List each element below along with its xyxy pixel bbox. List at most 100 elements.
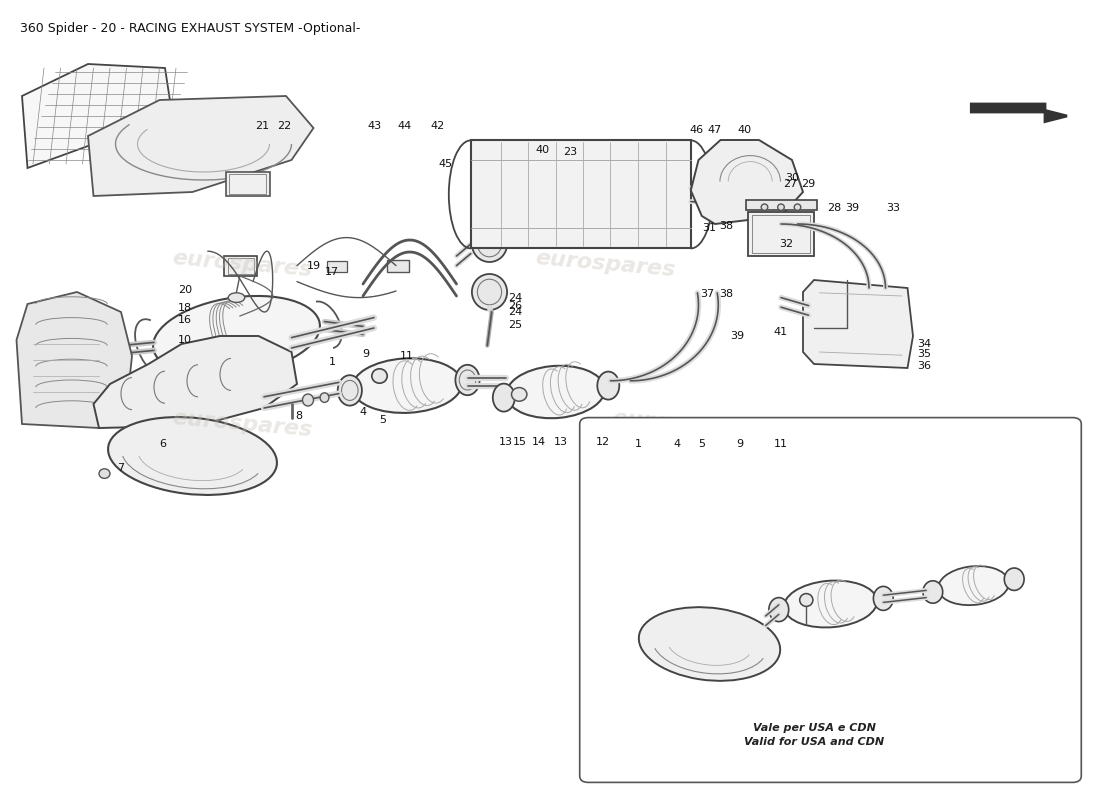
Text: eurospares: eurospares <box>170 248 314 280</box>
Text: 19: 19 <box>307 261 320 270</box>
Text: 24: 24 <box>508 293 521 302</box>
Ellipse shape <box>229 293 244 302</box>
Text: 45: 45 <box>439 159 452 169</box>
Text: 7: 7 <box>118 463 124 473</box>
Text: 40: 40 <box>738 125 751 134</box>
Text: 39: 39 <box>846 203 859 213</box>
Text: 40: 40 <box>536 146 549 155</box>
Ellipse shape <box>761 204 768 210</box>
Text: 5: 5 <box>698 439 705 449</box>
Bar <box>228 258 254 274</box>
Text: 37: 37 <box>701 290 714 299</box>
Polygon shape <box>94 336 297 428</box>
Text: 15: 15 <box>514 437 527 446</box>
Text: 360 Spider - 20 - RACING EXHAUST SYSTEM -Optional-: 360 Spider - 20 - RACING EXHAUST SYSTEM … <box>20 22 360 35</box>
Text: 22: 22 <box>277 122 290 131</box>
Bar <box>746 200 817 210</box>
Text: eurospares: eurospares <box>534 248 676 280</box>
Ellipse shape <box>873 586 893 610</box>
Ellipse shape <box>794 204 801 210</box>
Text: eurospares: eurospares <box>170 408 314 440</box>
Ellipse shape <box>320 393 329 402</box>
Ellipse shape <box>769 598 789 622</box>
Text: 47: 47 <box>708 125 722 134</box>
Ellipse shape <box>338 375 362 406</box>
Bar <box>226 172 270 196</box>
Text: 27: 27 <box>783 179 796 189</box>
Text: 20: 20 <box>178 286 191 295</box>
Polygon shape <box>803 280 913 368</box>
Ellipse shape <box>493 384 515 411</box>
Ellipse shape <box>153 296 320 376</box>
Text: eurospares: eurospares <box>610 408 754 440</box>
Text: 12: 12 <box>596 437 609 446</box>
Text: 23: 23 <box>563 147 576 157</box>
Text: 38: 38 <box>719 290 733 299</box>
Text: 35: 35 <box>917 350 931 359</box>
Text: 21: 21 <box>255 122 268 131</box>
Text: 4: 4 <box>360 407 366 417</box>
Text: 8: 8 <box>296 411 303 421</box>
Text: 18: 18 <box>178 303 191 313</box>
Text: 46: 46 <box>690 125 703 134</box>
Text: 32: 32 <box>780 239 793 249</box>
Text: 31: 31 <box>703 223 716 233</box>
Text: 30: 30 <box>785 173 799 182</box>
Polygon shape <box>88 96 313 196</box>
Ellipse shape <box>778 204 784 210</box>
Text: 4: 4 <box>673 439 680 449</box>
Text: 14: 14 <box>532 437 546 446</box>
Text: 9: 9 <box>363 349 370 358</box>
Ellipse shape <box>512 387 527 402</box>
Ellipse shape <box>302 394 313 406</box>
Text: 28: 28 <box>827 203 840 213</box>
Ellipse shape <box>800 594 813 606</box>
Text: 38: 38 <box>719 221 733 230</box>
Text: 26: 26 <box>508 301 521 310</box>
Bar <box>471 140 691 248</box>
Ellipse shape <box>108 417 277 495</box>
Ellipse shape <box>639 607 780 681</box>
Text: Vale per USA e CDN: Vale per USA e CDN <box>752 723 876 733</box>
Bar <box>748 212 814 256</box>
Text: 43: 43 <box>367 122 381 131</box>
Text: 11: 11 <box>400 351 414 361</box>
Ellipse shape <box>352 358 462 413</box>
Text: 34: 34 <box>917 339 931 349</box>
Text: 39: 39 <box>730 331 744 341</box>
Ellipse shape <box>784 581 877 627</box>
Ellipse shape <box>372 369 387 383</box>
Ellipse shape <box>99 469 110 478</box>
Text: 11: 11 <box>774 439 788 449</box>
Text: 44: 44 <box>398 122 411 131</box>
Ellipse shape <box>506 366 605 418</box>
Ellipse shape <box>923 581 943 603</box>
Ellipse shape <box>597 371 619 399</box>
Text: 41: 41 <box>774 327 788 337</box>
Ellipse shape <box>938 566 1009 605</box>
Ellipse shape <box>1004 568 1024 590</box>
Text: 5: 5 <box>379 415 386 425</box>
Bar <box>752 215 810 253</box>
Text: 10: 10 <box>178 335 191 345</box>
Text: 17: 17 <box>326 267 339 277</box>
Text: 33: 33 <box>887 203 900 213</box>
Bar <box>327 261 346 272</box>
Polygon shape <box>22 64 170 168</box>
Text: 16: 16 <box>178 315 191 325</box>
Text: 13: 13 <box>499 437 513 446</box>
Text: 25: 25 <box>508 320 521 330</box>
Ellipse shape <box>472 274 507 310</box>
Bar <box>387 260 409 272</box>
Polygon shape <box>971 104 1067 122</box>
Text: Valid for USA and CDN: Valid for USA and CDN <box>744 738 884 747</box>
Text: 29: 29 <box>802 179 815 189</box>
Text: 1: 1 <box>329 357 336 366</box>
Polygon shape <box>16 292 132 428</box>
Text: 42: 42 <box>431 122 444 131</box>
Text: 36: 36 <box>917 361 931 370</box>
Text: 6: 6 <box>160 439 166 449</box>
Ellipse shape <box>455 365 480 395</box>
Bar <box>224 256 257 276</box>
Text: 1: 1 <box>635 439 641 449</box>
